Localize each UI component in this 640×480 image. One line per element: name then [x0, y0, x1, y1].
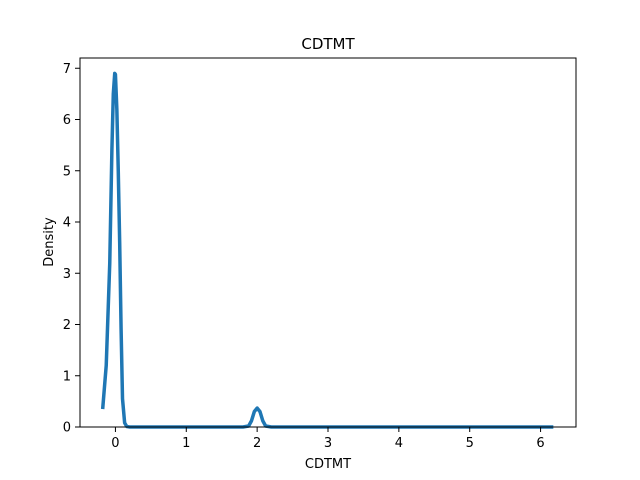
y-tick-label: 1 [63, 369, 71, 384]
y-axis: 0 1 2 3 4 5 6 7 [63, 62, 80, 436]
y-axis-label: Density [42, 217, 57, 267]
x-axis-label: CDTMT [305, 457, 351, 472]
x-tick-label: 5 [466, 436, 474, 451]
y-tick-label: 2 [63, 318, 71, 333]
x-tick-label: 6 [536, 436, 544, 451]
y-tick-label: 5 [63, 164, 71, 179]
x-tick-label: 2 [253, 436, 261, 451]
x-tick-label: 4 [395, 436, 403, 451]
x-axis: 0 1 2 3 4 5 6 [111, 427, 545, 451]
y-tick-label: 4 [63, 216, 71, 231]
axes-frame [79, 57, 577, 428]
y-tick-label: 6 [63, 113, 71, 128]
y-tick-label: 7 [63, 62, 71, 77]
y-tick-label: 3 [63, 267, 71, 282]
x-tick-label: 1 [182, 436, 190, 451]
chart-title: CDTMT [301, 35, 355, 53]
y-tick-label: 0 [63, 421, 71, 436]
x-tick-label: 0 [111, 436, 119, 451]
x-tick-label: 3 [324, 436, 332, 451]
